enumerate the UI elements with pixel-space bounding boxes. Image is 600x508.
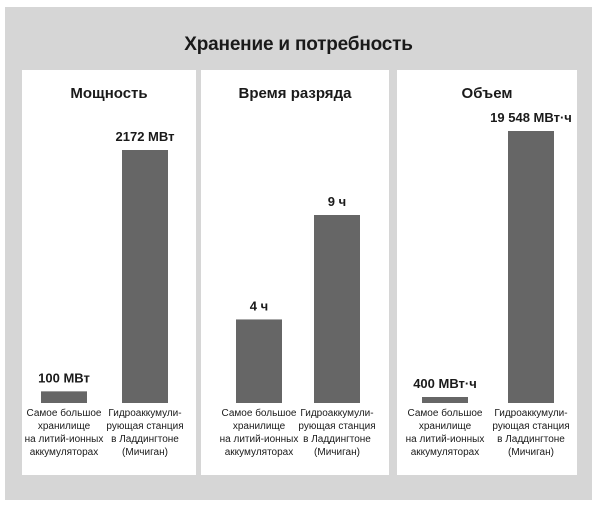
chart-volume: 400 МВт·ч Самое большое хранилище на литий-… xyxy=(406,110,572,458)
bar-pumped-hydro xyxy=(314,215,360,403)
value-label: 4 ч xyxy=(250,298,268,313)
bar-li-ion xyxy=(236,319,282,403)
category-label: Самое большое хранилище на литий-ионных акк… xyxy=(25,407,104,458)
panel-title-discharge-time: Время разряда xyxy=(238,85,352,102)
page-title: Хранение и потребность xyxy=(184,34,413,55)
panel-discharge-time: Время разряда 4 ч Самое большое хранилище н… xyxy=(201,70,389,475)
category-label: Гидроаккумули-рующая станция в Ладдингтон… xyxy=(492,408,569,458)
value-label: 100 МВт xyxy=(38,370,90,385)
value-label: 9 ч xyxy=(328,194,346,209)
category-label: Гидроаккумули-рующая станция в Ладдингтон… xyxy=(106,408,183,458)
bar-pumped-hydro xyxy=(122,150,168,403)
panel-power: Мощность 100 МВт Самое большое хранилище на… xyxy=(22,70,196,475)
value-label: 400 МВт·ч xyxy=(413,376,477,391)
bar-li-ion xyxy=(41,391,87,403)
figure-frame: Хранение и потребность Мощность 100 МВт С… xyxy=(5,7,592,500)
panel-volume: Объем 400 МВт·ч Самое большое хранилище на … xyxy=(397,70,577,475)
chart-power: 100 МВт Самое большое хранилище на литий-ио… xyxy=(25,129,184,458)
category-label: Гидроаккумули-рующая станция в Ладдингтон… xyxy=(298,408,375,458)
bar-li-ion xyxy=(422,397,468,403)
value-label: 2172 МВт xyxy=(116,129,175,144)
panel-title-volume: Объем xyxy=(461,85,513,102)
bar-pumped-hydro xyxy=(508,131,554,403)
value-label: 19 548 МВт·ч xyxy=(490,110,572,125)
chart-discharge-time: 4 ч Самое большое хранилище на литий-ионных… xyxy=(220,194,376,458)
category-label: Самое большое хранилище на литий-ионных акк… xyxy=(406,407,485,458)
panel-title-power: Мощность xyxy=(70,85,148,102)
category-label: Самое большое хранилище на литий-ионных акк… xyxy=(220,407,299,458)
